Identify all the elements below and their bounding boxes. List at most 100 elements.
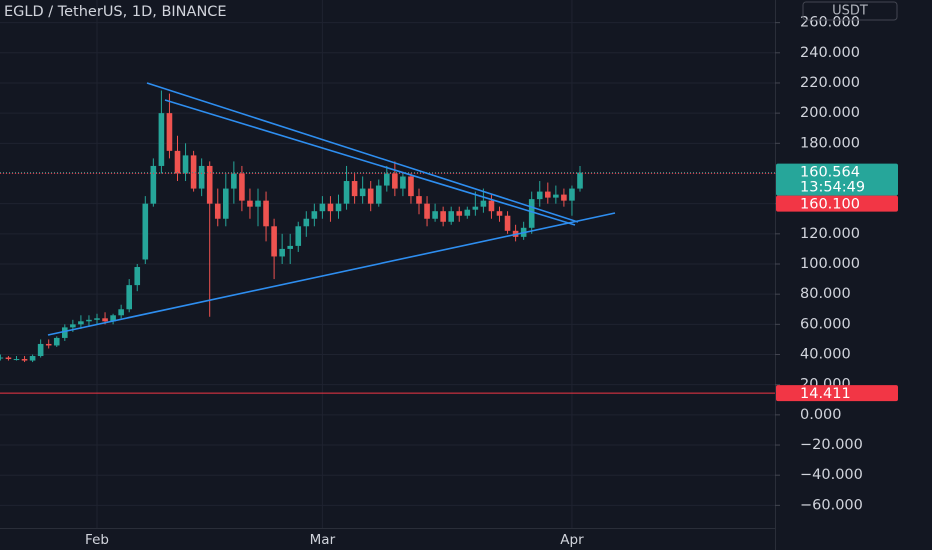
candle-body [440,211,446,222]
candle-body [214,203,221,219]
candle-body [384,173,390,186]
y-tick-label: 180.000 [800,135,860,151]
candle-body [424,203,430,219]
x-tick-label: Apr [560,532,584,548]
y-tick-label: 260.000 [800,15,860,31]
plot: Feb Mar Apr [0,90,775,548]
trendline [164,99,576,226]
candle-body [94,318,100,320]
candle-body [62,327,68,338]
candle-body [78,321,84,325]
candle-body [577,172,583,189]
candle-body [166,113,173,151]
candle-body [359,188,366,197]
candle-body [496,211,503,216]
y-tick-label: 40.000 [800,347,851,363]
y-tick-label: 200.000 [800,105,860,121]
y-tick-label: 220.000 [800,75,860,91]
candle-body [110,315,116,322]
candle-body [53,337,60,346]
candle-body [464,209,471,216]
candle-body [432,211,438,219]
candle-body [456,211,463,216]
candle-body [287,245,293,249]
candle-body [367,188,374,204]
candle-body [45,343,52,346]
candle-body [271,226,277,257]
trendline [47,212,616,336]
price-label-box [776,385,898,402]
candle-body [295,226,302,246]
y-tick-label: 120.000 [800,226,860,242]
price-label: 160.100 [800,197,860,213]
y-tick-label: 0.000 [800,407,842,423]
candle-body [158,113,165,166]
candle-body [311,211,318,219]
candle-body [279,248,285,257]
candle-body [134,267,141,286]
candle-body [182,155,189,174]
price-axis: 260.000240.000220.000200.000180.000160.0… [775,15,898,513]
candle-body [416,196,422,204]
candle-body [351,181,358,197]
candle-body [206,165,213,204]
candle-body [343,181,350,204]
candle-body [488,200,495,212]
candle-body [255,200,261,207]
candle-body [480,200,487,207]
candle-body [142,203,149,260]
chart-title: EGLD / TetherUS, 1D, BINANCE [4,4,227,20]
candle-body [327,203,334,212]
candle-body [21,359,28,361]
y-tick-label: 60.000 [800,316,851,332]
candle-body [102,318,108,322]
candle-body [70,324,76,328]
y-tick-label: −20.000 [800,437,863,453]
candle-body [545,191,551,198]
trendline [146,82,579,223]
price-label: 160.564 [800,165,860,181]
currency-box [802,1,898,21]
candle-body [472,206,479,210]
candle-body [392,173,398,189]
candle-body [150,165,157,204]
price-label: 14.411 [800,386,851,402]
candle-body [528,199,535,228]
candle-body [5,357,12,360]
candle-body [223,188,229,219]
candle-body [86,319,92,322]
candle-body [553,194,559,198]
candle-body [303,218,310,227]
y-tick-label: 240.000 [800,45,860,61]
candle-body [13,359,20,361]
candle-body [126,285,132,310]
candle-body [504,215,511,231]
candle-body [335,203,342,212]
candle-body [198,165,205,189]
grid [0,0,775,528]
candle-body [408,176,414,197]
currency: USDT [832,4,868,19]
x-tick-label: Feb [85,532,109,548]
candle-body [569,188,575,201]
candle-body [231,173,237,189]
candle-body [0,357,4,359]
candle-body [247,200,253,207]
y-tick-label: −60.000 [800,497,863,513]
candle-body [375,185,382,204]
candle-body [536,191,543,200]
countdown: 13:54:49 [800,180,865,196]
candle-body [561,194,567,201]
trendlines [47,82,616,336]
candle-body [37,343,44,357]
candle-body [29,356,36,361]
candle-body [239,173,245,201]
y-tick-label: 80.000 [800,286,851,302]
price-label-box [776,163,898,196]
candle-body [263,200,269,227]
candle-body [118,309,124,316]
y-tick-label: 100.000 [800,256,860,272]
price-label-box [776,195,898,212]
